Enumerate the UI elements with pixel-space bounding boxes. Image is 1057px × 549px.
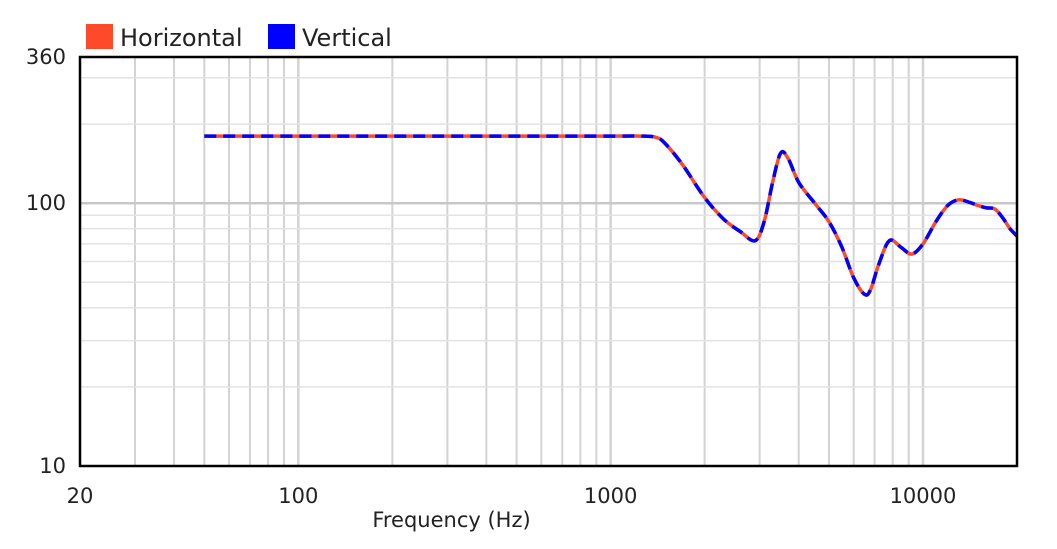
grid bbox=[80, 57, 1017, 466]
tick-labels: 20 100 1000 10000 10 100 360 bbox=[26, 45, 956, 508]
x-tick-label: 10000 bbox=[890, 484, 957, 508]
legend-swatch-vertical bbox=[268, 24, 295, 49]
legend-label-vertical: Vertical bbox=[302, 24, 392, 52]
y-tick-label: 100 bbox=[26, 191, 66, 215]
legend: Horizontal Vertical bbox=[86, 24, 392, 52]
x-tick-label: 20 bbox=[67, 484, 94, 508]
x-tick-label: 1000 bbox=[584, 484, 637, 508]
y-tick-label: 10 bbox=[39, 454, 66, 478]
series-line-vertical bbox=[204, 134, 1019, 297]
legend-label-horizontal: Horizontal bbox=[120, 24, 243, 52]
legend-swatch-horizontal bbox=[86, 24, 113, 49]
plot-frame bbox=[78, 55, 1019, 468]
y-tick-label: 360 bbox=[26, 45, 66, 69]
series-lines bbox=[204, 134, 1019, 297]
x-tick-label: 100 bbox=[278, 484, 318, 508]
x-axis-label: Frequency (Hz) bbox=[372, 508, 530, 532]
